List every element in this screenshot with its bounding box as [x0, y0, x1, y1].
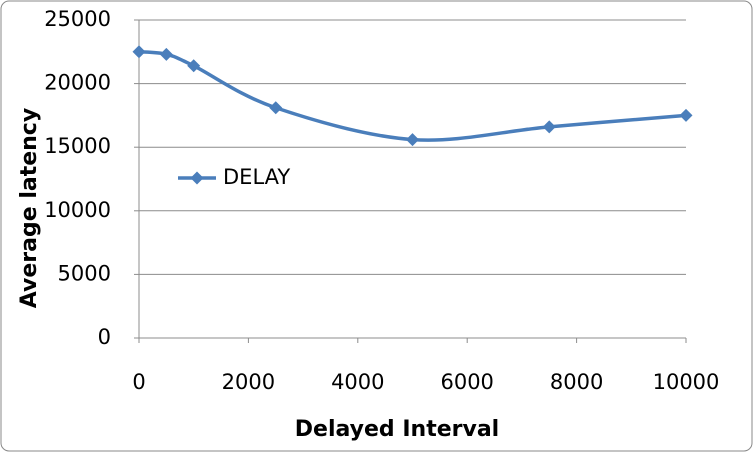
y-tick-label: 5000: [58, 261, 111, 285]
marker: [187, 59, 201, 73]
x-tick-label: 10000: [653, 370, 720, 394]
x-tick-label: 0: [132, 370, 145, 394]
marker: [542, 120, 556, 134]
marker: [159, 47, 173, 61]
y-tick-label: 20000: [44, 71, 111, 95]
y-tick-label: 0: [98, 325, 111, 349]
x-tick-label: 2000: [222, 370, 275, 394]
x-axis-label: Delayed Interval: [295, 417, 499, 442]
x-tick-label: 6000: [440, 370, 493, 394]
legend-marker: [190, 171, 204, 185]
legend-label: DELAY: [223, 165, 290, 189]
y-tick-label: 25000: [44, 7, 111, 31]
y-tick-label: 10000: [44, 198, 111, 222]
x-tick-label: 4000: [331, 370, 384, 394]
marker: [132, 45, 146, 59]
y-tick-label: 15000: [44, 134, 111, 158]
marker: [269, 101, 283, 115]
y-axis-label: Average latency: [17, 108, 42, 308]
marker: [679, 108, 693, 122]
marker: [406, 133, 419, 147]
x-tick-label: 8000: [550, 370, 603, 394]
